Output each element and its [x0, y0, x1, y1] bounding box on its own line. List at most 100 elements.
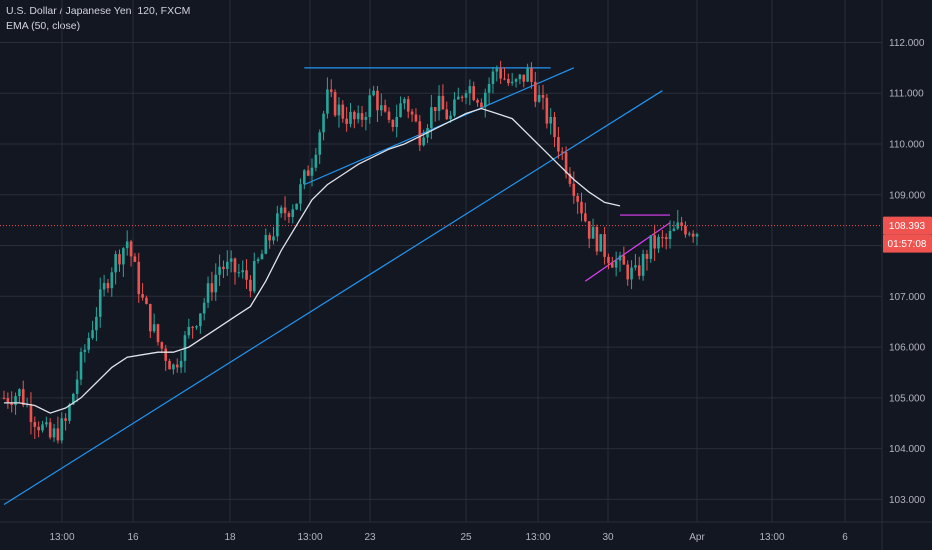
candle-body: [584, 213, 587, 222]
candle-body: [630, 267, 633, 280]
candle-body: [222, 266, 225, 270]
candle-body: [118, 254, 121, 265]
candle-body: [318, 132, 321, 155]
symbol-title[interactable]: U.S. Dollar / Japanese Yen, 120, FXCM: [6, 5, 191, 17]
candle-body: [483, 92, 487, 108]
candle-body: [406, 99, 410, 112]
candle-body: [287, 213, 291, 217]
candle-body: [195, 326, 198, 328]
candle-body: [218, 266, 221, 275]
candle-body: [626, 264, 629, 280]
candle-body: [29, 404, 33, 423]
candle-body: [245, 270, 248, 280]
candle-body: [291, 209, 295, 217]
countdown-tag[interactable]: [883, 234, 932, 253]
candle-body: [364, 117, 368, 120]
y-tick-label: 110.000: [889, 140, 925, 151]
candle-body: [422, 137, 425, 146]
candle-body: [141, 294, 144, 298]
candle-body: [445, 109, 449, 120]
candle-body: [549, 116, 552, 124]
candle-body: [395, 117, 398, 128]
x-tick-label: 13:00: [525, 532, 550, 543]
candle-body: [634, 265, 637, 268]
candle-body: [87, 338, 90, 350]
long-trendline[interactable]: [3, 90, 663, 505]
candle-body: [168, 360, 171, 370]
candle-body: [10, 402, 13, 405]
candle-body: [580, 201, 583, 214]
candles: [2, 60, 699, 444]
candle-body: [460, 96, 464, 98]
candle-body: [564, 152, 568, 174]
candle-body: [175, 364, 179, 368]
candle-body: [110, 272, 114, 289]
candle-body: [237, 272, 241, 274]
candle-body: [164, 348, 167, 361]
candle-body: [202, 302, 206, 314]
candle-body: [149, 303, 152, 332]
candle-body: [256, 259, 260, 261]
y-tick-label: 107.000: [889, 292, 926, 303]
candle-body: [95, 316, 98, 331]
price-tag[interactable]: [883, 216, 932, 235]
candle-body: [283, 207, 287, 214]
candle-body: [14, 396, 17, 405]
candle-body: [187, 326, 191, 336]
candle-body: [487, 83, 491, 93]
candle-body: [60, 418, 64, 441]
candle-body: [614, 260, 618, 268]
candle-body: [83, 349, 87, 352]
ema-series: [4, 107, 621, 414]
x-tick-label: 18: [224, 532, 236, 543]
candle-body: [618, 255, 622, 261]
x-tick-label: 13:00: [49, 532, 74, 543]
candle-body: [449, 115, 452, 120]
candle-body: [233, 258, 237, 273]
candle-body: [507, 78, 510, 84]
candle-body: [229, 258, 233, 262]
candle-body: [414, 114, 418, 122]
candle-body: [664, 237, 668, 240]
candle-body: [214, 274, 218, 293]
candle-body: [122, 248, 125, 265]
y-tick-label: 104.000: [889, 444, 926, 455]
candle-body: [91, 330, 94, 339]
candle-body: [322, 113, 325, 133]
candle-body: [518, 74, 522, 80]
x-tick-label: 16: [127, 532, 139, 543]
candle-body: [160, 342, 164, 349]
candle-body: [252, 260, 256, 292]
candle-body: [75, 379, 79, 394]
candle-body: [534, 81, 537, 102]
candle-body: [391, 119, 395, 128]
candle-body: [649, 235, 653, 259]
candle-body: [356, 113, 360, 120]
candle-body: [306, 170, 310, 176]
candle-body: [607, 256, 610, 264]
candle-body: [79, 351, 83, 380]
trendlines[interactable]: [3, 67, 671, 505]
candle-body: [341, 104, 345, 119]
x-tick-label: 25: [460, 532, 472, 543]
x-tick-label: 23: [364, 532, 376, 543]
candle-body: [457, 96, 460, 100]
candle-body: [437, 95, 441, 111]
candle-body: [145, 297, 148, 304]
y-tick-label: 109.000: [889, 190, 926, 201]
candle-body: [272, 236, 275, 241]
candle-body: [403, 99, 406, 104]
candle-body: [6, 398, 10, 403]
candle-body: [572, 183, 576, 196]
candle-body: [387, 111, 391, 120]
candle-body: [56, 428, 60, 441]
candle-body: [72, 393, 75, 405]
candle-body: [514, 79, 518, 82]
ema-line: [4, 107, 621, 414]
candle-body: [430, 107, 433, 129]
candle-body: [688, 233, 691, 235]
triangle-bottom[interactable]: [585, 222, 671, 282]
candle-body: [622, 255, 626, 265]
candle-body: [353, 111, 356, 120]
